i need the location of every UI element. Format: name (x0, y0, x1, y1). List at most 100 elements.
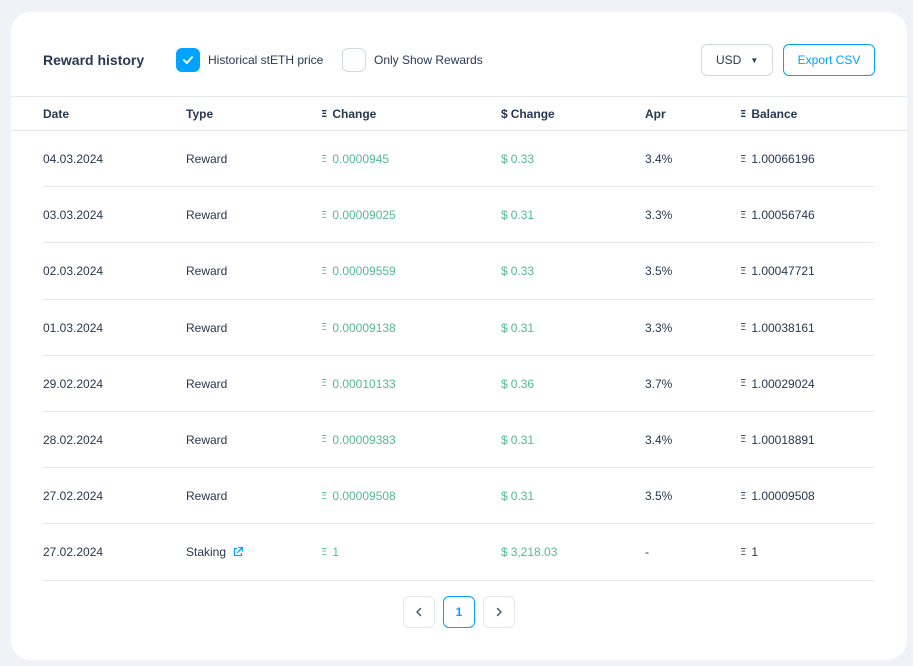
table-row: 04.03.2024 Reward Ξ 0.0000945 $0.33 3.4% Ξ 1.00… (43, 131, 875, 188)
cell-apr: - (645, 545, 649, 560)
cell-eth-change: Ξ 0.00009559 (321, 264, 396, 279)
cell-balance: Ξ 1.00047721 (740, 264, 815, 279)
table-body: 04.03.2024 Reward Ξ 0.0000945 $0.33 3.4% Ξ 1.00… (43, 131, 875, 581)
dollar-icon: $ (501, 545, 508, 560)
dollar-icon: $ (501, 376, 508, 391)
cell-usd-change: $0.33 (501, 152, 535, 166)
export-csv-button[interactable]: Export CSV (783, 44, 875, 76)
cell-balance: Ξ 1.00009508 (740, 489, 815, 504)
eth-icon: Ξ (740, 265, 747, 277)
currency-value: USD (716, 53, 742, 67)
table-row: 03.03.2024 Reward Ξ 0.00009025 $0.31 3.3% Ξ 1.0… (43, 187, 875, 244)
cell-usd-change: $0.31 (501, 489, 535, 504)
table-row: 29.02.2024 Reward Ξ 0.00010133 $0.36 3.7% Ξ 1.0… (43, 356, 875, 412)
prev-page-button[interactable] (403, 596, 435, 628)
cell-eth-change: Ξ 0.00010133 (321, 376, 396, 391)
cell-eth-change: Ξ 0.0000945 (321, 152, 390, 166)
cell-eth-change: Ξ 0.00009383 (321, 432, 396, 447)
cell-balance: Ξ 1.00029024 (740, 376, 815, 391)
dollar-icon: $ (501, 208, 508, 223)
eth-icon: Ξ (321, 322, 328, 334)
cell-apr: 3.3% (645, 320, 673, 335)
eth-icon: Ξ (321, 108, 328, 120)
eth-icon: Ξ (321, 546, 328, 558)
table-row: 27.02.2024 Reward Ξ 0.00009508 $0.31 3.5% Ξ 1.0… (43, 468, 875, 525)
column-header-date[interactable]: Date (43, 107, 70, 121)
column-header-balance[interactable]: Ξ Balance (740, 107, 798, 121)
cell-usd-change: $0.31 (501, 208, 535, 223)
dollar-icon: $ (501, 107, 508, 121)
chevron-left-icon (416, 607, 422, 617)
checkbox-unchecked-icon (342, 48, 366, 72)
table-row: 02.03.2024 Reward Ξ 0.00009559 $0.33 3.5% Ξ 1.0… (43, 243, 875, 300)
cell-usd-change: $0.31 (501, 432, 535, 447)
table-row: 27.02.2024 Staking Ξ 1 $3,218.03 - Ξ 1 (43, 524, 875, 581)
column-header-usd-change[interactable]: $ Change (501, 107, 555, 121)
page-button-current[interactable]: 1 (443, 596, 475, 628)
cell-date: 27.02.2024 (43, 545, 104, 560)
eth-icon: Ξ (740, 378, 747, 390)
eth-icon: Ξ (740, 209, 747, 221)
eth-icon: Ξ (321, 209, 328, 221)
page-title: Reward history (43, 52, 145, 68)
cell-type: Reward (186, 208, 228, 223)
column-header-type[interactable]: Type (186, 107, 214, 121)
eth-icon: Ξ (740, 153, 747, 165)
eth-icon: Ξ (321, 378, 328, 390)
eth-icon: Ξ (740, 546, 747, 558)
cell-balance: Ξ 1.00018891 (740, 432, 815, 447)
table-header: Date Type Ξ Change $ Change Apr Ξ Balance (11, 96, 907, 131)
cell-date: 04.03.2024 (43, 152, 104, 166)
cell-apr: 3.4% (645, 152, 673, 166)
column-header-apr[interactable]: Apr (645, 107, 666, 121)
cell-apr: 3.4% (645, 432, 673, 447)
eth-icon: Ξ (740, 490, 747, 502)
eth-icon: Ξ (321, 265, 328, 277)
cell-apr: 3.5% (645, 264, 673, 279)
chevron-right-icon (496, 607, 502, 617)
cell-type: Reward (186, 376, 228, 391)
dollar-icon: $ (501, 264, 508, 279)
cell-balance: Ξ 1.00066196 (740, 152, 815, 166)
cell-type: Reward (186, 320, 228, 335)
external-link-icon[interactable] (232, 546, 244, 558)
cell-apr: 3.7% (645, 376, 673, 391)
cell-date: 03.03.2024 (43, 208, 104, 223)
cell-usd-change: $0.31 (501, 320, 535, 335)
only-rewards-checkbox[interactable]: Only Show Rewards (342, 48, 483, 72)
table-row: 28.02.2024 Reward Ξ 0.00009383 $0.31 3.4% Ξ 1.0… (43, 412, 875, 469)
next-page-button[interactable] (483, 596, 515, 628)
cell-usd-change: $0.36 (501, 376, 535, 391)
only-rewards-label: Only Show Rewards (374, 53, 483, 67)
eth-icon: Ξ (321, 434, 328, 446)
reward-history-header: Reward history Historical stETH price On… (11, 12, 907, 96)
cell-date: 28.02.2024 (43, 432, 104, 447)
dollar-icon: $ (501, 432, 508, 447)
cell-date: 02.03.2024 (43, 264, 104, 279)
cell-eth-change: Ξ 0.00009508 (321, 489, 396, 504)
currency-select[interactable]: USD ▼ (701, 44, 773, 76)
cell-type: Reward (186, 264, 228, 279)
eth-icon: Ξ (740, 322, 747, 334)
cell-eth-change: Ξ 0.00009138 (321, 320, 396, 335)
table-row: 01.03.2024 Reward Ξ 0.00009138 $0.31 3.3% Ξ 1.0… (43, 300, 875, 356)
eth-icon: Ξ (321, 153, 328, 165)
cell-balance: Ξ 1.00056746 (740, 208, 815, 223)
cell-usd-change: $3,218.03 (501, 545, 558, 560)
eth-icon: Ξ (740, 434, 747, 446)
cell-type: Staking (186, 545, 244, 559)
pagination: 1 (403, 596, 515, 628)
cell-balance: Ξ 1.00038161 (740, 320, 815, 335)
cell-type: Reward (186, 432, 228, 447)
historical-price-checkbox[interactable]: Historical stETH price (176, 48, 323, 72)
column-header-eth-change[interactable]: Ξ Change (321, 107, 377, 121)
cell-usd-change: $0.33 (501, 264, 535, 279)
cell-type: Reward (186, 152, 228, 166)
checkbox-checked-icon (176, 48, 200, 72)
dollar-icon: $ (501, 152, 508, 166)
cell-date: 01.03.2024 (43, 320, 104, 335)
historical-price-label: Historical stETH price (208, 53, 324, 67)
reward-history-card: Reward history Historical stETH price On… (11, 12, 907, 660)
